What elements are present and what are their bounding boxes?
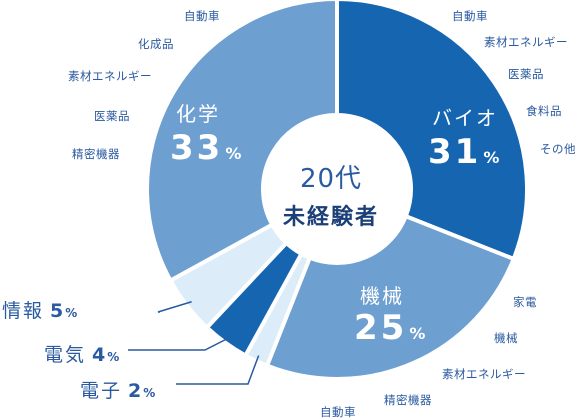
slice-label-bio: バイオ — [432, 106, 498, 130]
ext-label-electric-unit: % — [107, 350, 120, 364]
machine-item: 精密機器 — [384, 393, 432, 407]
ext-label-info: 情報 5% — [2, 296, 77, 323]
ext-label-electronic-name: 電子 — [80, 380, 123, 402]
ext-label-info-name: 情報 — [2, 300, 45, 322]
center-label-line1: 20代 — [299, 164, 363, 194]
slice-value-bio-unit: % — [483, 148, 500, 167]
machine-item: 素材エネルギー — [442, 367, 526, 381]
ext-label-electric-name: 電気 — [44, 344, 87, 366]
bio-item: 素材エネルギー — [484, 35, 568, 49]
chemistry-item: 素材エネルギー — [68, 69, 152, 83]
slice-value-bio-number: 31 — [428, 132, 482, 172]
slice-value-machine: 25% — [354, 308, 425, 348]
bio-item: 自動車 — [452, 9, 488, 23]
leader-line-electric — [128, 337, 230, 351]
machine-item: 自動車 — [320, 405, 356, 419]
slice-value-chemistry-number: 33 — [170, 128, 224, 168]
ext-label-electronic: 電子 2% — [80, 376, 155, 403]
slice-value-chemistry: 33% — [170, 128, 241, 168]
ext-label-electronic-number: 2 — [128, 380, 142, 402]
center-label-line2: 未経験者 — [282, 205, 379, 230]
chemistry-item: 精密機器 — [72, 147, 120, 161]
slice-value-machine-unit: % — [409, 324, 426, 343]
slice-value-bio: 31% — [428, 132, 499, 172]
ext-label-info-unit: % — [65, 306, 78, 320]
bio-item: その他 — [540, 142, 576, 156]
ext-label-electric-number: 4 — [92, 344, 106, 366]
bio-item: 食料品 — [526, 104, 562, 118]
pie-center-hole — [263, 115, 411, 263]
slice-label-machine: 機械 — [360, 284, 404, 308]
leader-line-info — [157, 301, 192, 313]
slice-value-chemistry-unit: % — [225, 144, 242, 163]
chemistry-item: 医薬品 — [94, 109, 130, 123]
slice-value-machine-number: 25 — [354, 308, 408, 348]
ext-label-info-number: 5 — [50, 300, 64, 322]
slice-label-chemistry: 化学 — [176, 102, 220, 126]
chemistry-item: 化成品 — [138, 37, 174, 51]
ext-label-electric: 電気 4% — [44, 340, 119, 367]
leader-line-electronic — [176, 355, 260, 385]
center-label: 20代 未経験者 — [266, 158, 396, 231]
chemistry-item: 自動車 — [184, 9, 220, 23]
machine-item: 家電 — [513, 295, 537, 309]
machine-item: 機械 — [494, 331, 518, 345]
ext-label-electronic-unit: % — [143, 386, 156, 400]
bio-item: 医薬品 — [508, 67, 544, 81]
